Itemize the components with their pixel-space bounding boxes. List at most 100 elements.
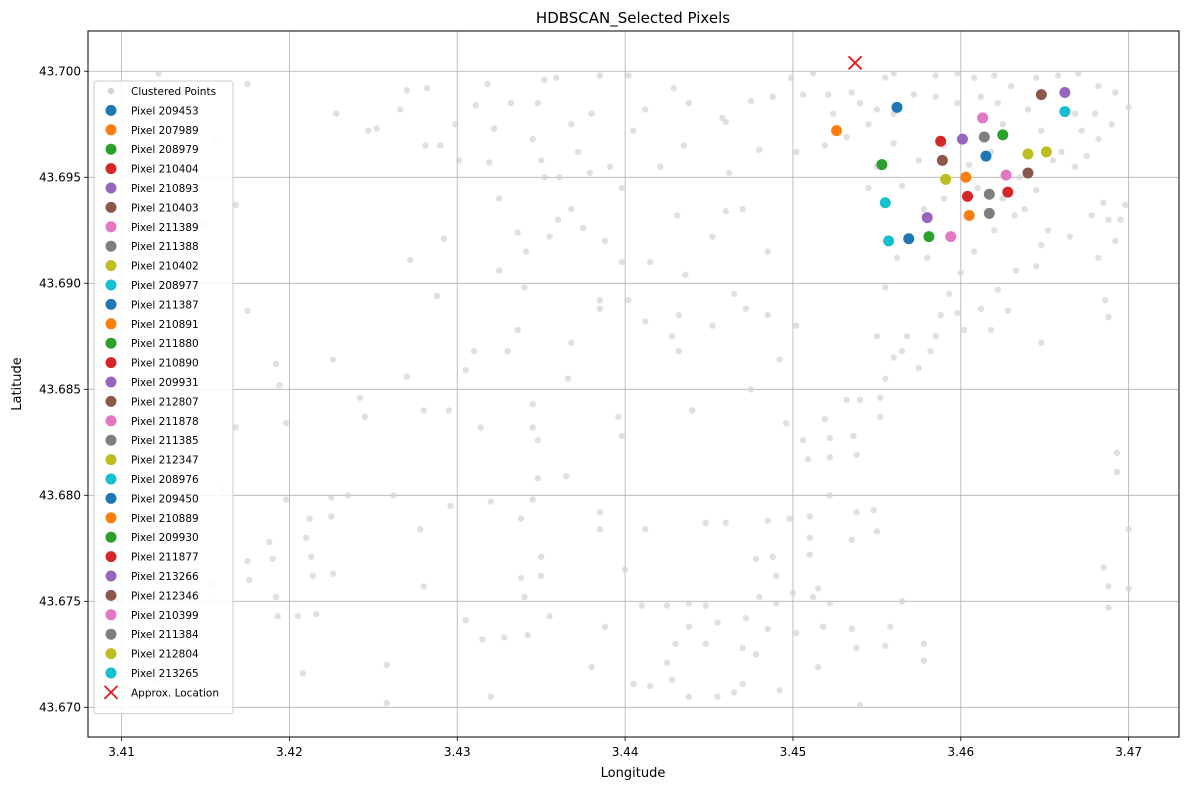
pixel-point xyxy=(903,233,915,245)
legend-label: Pixel 211389 xyxy=(131,222,199,234)
clustered-point xyxy=(932,333,939,340)
clustered-point xyxy=(1021,205,1028,213)
clustered-point xyxy=(853,509,860,516)
legend-label: Pixel 211387 xyxy=(131,299,199,311)
clustered-point xyxy=(937,311,944,319)
legend-marker xyxy=(105,357,117,369)
clustered-point xyxy=(1105,216,1112,223)
clustered-point xyxy=(954,309,961,317)
x-axis-label: Longitude xyxy=(601,766,666,781)
clustered-point xyxy=(890,354,897,361)
clustered-point xyxy=(739,680,746,688)
clustered-point xyxy=(1038,127,1045,134)
clustered-point xyxy=(521,284,528,291)
clustered-point xyxy=(588,110,595,117)
clustered-point xyxy=(1112,89,1119,96)
clustered-point xyxy=(877,413,884,421)
clustered-point xyxy=(987,326,995,334)
pixel-point xyxy=(921,212,933,224)
pixel-point xyxy=(1022,148,1034,160)
pixel-point xyxy=(935,135,947,147)
clustered-point xyxy=(1105,583,1112,590)
clustered-point xyxy=(630,127,637,134)
clustered-point xyxy=(294,612,302,620)
clustered-point xyxy=(274,612,281,620)
clustered-point xyxy=(680,142,688,149)
clustered-point xyxy=(977,305,985,312)
clustered-point xyxy=(1049,157,1057,164)
clustered-point xyxy=(1125,585,1132,592)
clustered-point xyxy=(764,248,771,255)
legend-label: Pixel 212347 xyxy=(131,455,199,467)
clustered-point xyxy=(462,367,469,374)
clustered-point xyxy=(440,235,448,242)
clustered-point xyxy=(470,347,478,355)
clustered-point xyxy=(1038,241,1045,249)
legend-marker xyxy=(105,201,117,213)
x-tick-label: 3.46 xyxy=(947,745,974,759)
clustered-point xyxy=(625,297,632,304)
legend-box xyxy=(93,80,234,715)
clustered-point xyxy=(479,636,486,643)
clustered-point xyxy=(433,292,441,300)
pixel-point xyxy=(1000,169,1012,181)
clustered-point xyxy=(517,515,525,522)
clustered-point xyxy=(965,161,973,168)
clustered-point xyxy=(893,254,901,262)
clustered-point xyxy=(1095,82,1102,90)
clustered-point xyxy=(1100,199,1107,206)
clustered-point xyxy=(714,693,721,700)
clustered-point xyxy=(927,347,934,355)
legend-marker xyxy=(105,473,117,485)
clustered-point xyxy=(685,600,693,607)
clustered-point xyxy=(232,201,239,209)
clustered-point xyxy=(826,453,834,461)
clustered-point xyxy=(821,415,829,423)
clustered-point xyxy=(638,602,646,609)
pixel-point xyxy=(963,209,975,221)
clustered-point xyxy=(517,574,525,582)
clustered-point xyxy=(455,157,463,164)
clustered-point xyxy=(601,237,609,245)
clustered-point xyxy=(850,432,857,440)
legend-label: Pixel 210404 xyxy=(131,164,199,176)
clustered-point xyxy=(423,85,431,92)
clustered-point xyxy=(932,93,939,100)
clustered-point xyxy=(672,640,679,647)
clustered-point xyxy=(924,254,931,262)
clustered-point xyxy=(501,634,508,641)
clustered-point xyxy=(825,91,832,98)
clustered-point xyxy=(537,572,545,580)
pixel-point xyxy=(1002,186,1014,198)
clustered-point xyxy=(940,195,948,202)
clustered-point xyxy=(856,99,864,107)
clustered-point xyxy=(1024,106,1032,113)
y-tick-label: 43.680 xyxy=(39,488,81,502)
x-tick-label: 3.43 xyxy=(444,745,471,759)
clustered-point xyxy=(534,436,542,444)
clustered-point xyxy=(618,184,625,192)
clustered-point xyxy=(618,432,625,440)
legend-marker xyxy=(107,87,115,95)
clustered-point xyxy=(873,528,881,535)
pixel-point xyxy=(945,231,957,243)
clustered-point xyxy=(445,407,453,414)
clustered-point xyxy=(487,498,495,505)
clustered-point xyxy=(799,436,807,444)
clustered-point xyxy=(596,509,604,516)
pixel-point xyxy=(1022,167,1034,179)
clustered-point xyxy=(853,644,860,652)
clustered-point xyxy=(1125,526,1132,533)
clustered-point xyxy=(932,72,939,79)
clustered-point xyxy=(1083,152,1090,160)
clustered-point xyxy=(272,593,280,601)
clustered-point xyxy=(1044,227,1052,234)
legend-marker xyxy=(105,182,117,194)
clustered-point xyxy=(329,570,337,577)
clustered-point xyxy=(769,553,777,560)
legend-marker xyxy=(105,648,117,660)
clustered-point xyxy=(522,248,530,255)
pixel-point xyxy=(960,171,972,183)
clustered-point xyxy=(344,492,352,499)
